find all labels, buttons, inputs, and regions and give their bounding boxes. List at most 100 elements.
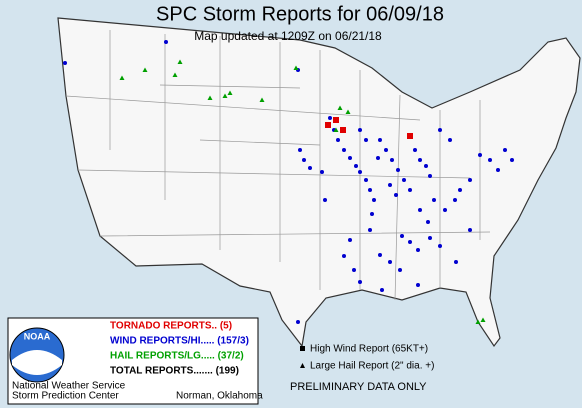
wind-report bbox=[496, 168, 500, 172]
hail-report bbox=[480, 317, 486, 322]
wind-report bbox=[426, 220, 430, 224]
footer-line: National Weather Service bbox=[12, 381, 126, 392]
tornado-report bbox=[325, 122, 331, 128]
hail-report bbox=[345, 109, 351, 114]
wind-report bbox=[308, 166, 312, 170]
wind-report bbox=[328, 116, 332, 120]
hail-report bbox=[172, 72, 178, 77]
hail-report bbox=[259, 97, 265, 102]
wind-report bbox=[390, 158, 394, 162]
wind-report bbox=[428, 174, 432, 178]
wind-report bbox=[408, 240, 412, 244]
wind-report bbox=[378, 253, 382, 257]
hail-report bbox=[337, 105, 343, 110]
wind-report bbox=[358, 280, 362, 284]
wind-report bbox=[352, 268, 356, 272]
title: SPC Storm Reports for 06/09/18 bbox=[156, 3, 444, 25]
wind-report bbox=[396, 168, 400, 172]
key-label: Large Hail Report (2" dia. +) bbox=[310, 361, 434, 372]
key-triangle bbox=[300, 363, 305, 368]
legend-item: TORNADO REPORTS.. (5) bbox=[110, 321, 232, 332]
key-square bbox=[300, 346, 305, 351]
legend: TORNADO REPORTS.. (5) WIND REPORTS/HI....… bbox=[110, 321, 249, 362]
wind-report bbox=[348, 238, 352, 242]
wind-report bbox=[368, 228, 372, 232]
hail-report bbox=[142, 67, 148, 72]
hail-report bbox=[475, 319, 481, 324]
wind-report bbox=[432, 198, 436, 202]
footer-line: Norman, Oklahoma bbox=[176, 391, 263, 402]
wind-report bbox=[358, 170, 362, 174]
tornado-report bbox=[333, 117, 339, 123]
wind-report bbox=[448, 138, 452, 142]
wind-report bbox=[478, 153, 482, 157]
wind-report bbox=[348, 156, 352, 160]
wind-report bbox=[368, 188, 372, 192]
footer-line: Storm Prediction Center bbox=[12, 391, 119, 402]
hail-report bbox=[293, 65, 299, 70]
wind-report bbox=[298, 148, 302, 152]
key-label: High Wind Report (65KT+) bbox=[310, 344, 428, 355]
wind-report bbox=[402, 178, 406, 182]
tornado-report bbox=[340, 127, 346, 133]
wind-report bbox=[398, 268, 402, 272]
wind-report bbox=[428, 236, 432, 240]
wind-report bbox=[372, 198, 376, 202]
logo-text: NOAA bbox=[24, 331, 51, 341]
wind-report bbox=[342, 148, 346, 152]
wind-report bbox=[468, 228, 472, 232]
wind-report bbox=[320, 170, 324, 174]
wind-report bbox=[458, 188, 462, 192]
reports bbox=[63, 40, 514, 324]
wind-report bbox=[323, 198, 327, 202]
wind-report bbox=[438, 244, 442, 248]
hail-report bbox=[222, 93, 228, 98]
wind-report bbox=[302, 158, 306, 162]
wind-report bbox=[418, 158, 422, 162]
wind-report bbox=[438, 128, 442, 132]
wind-report bbox=[416, 248, 420, 252]
wind-report bbox=[336, 138, 340, 142]
wind-report bbox=[510, 158, 514, 162]
wind-report bbox=[388, 183, 392, 187]
wind-report bbox=[418, 208, 422, 212]
wind-report bbox=[376, 156, 380, 160]
wind-report bbox=[408, 188, 412, 192]
tornado-report bbox=[407, 133, 413, 139]
total: TOTAL REPORTS....... (199) bbox=[110, 366, 239, 377]
wind-report bbox=[378, 138, 382, 142]
wind-report bbox=[296, 320, 300, 324]
us-outline bbox=[57, 17, 581, 348]
wind-report bbox=[380, 288, 384, 292]
wind-report bbox=[443, 208, 447, 212]
wind-report bbox=[370, 212, 374, 216]
wind-report bbox=[364, 138, 368, 142]
subtitle: Map updated at 1209Z on 06/21/18 bbox=[194, 29, 382, 43]
wind-report bbox=[413, 148, 417, 152]
wind-report bbox=[424, 164, 428, 168]
state-lines bbox=[65, 30, 491, 301]
wind-report bbox=[488, 158, 492, 162]
wind-report bbox=[454, 260, 458, 264]
hail-report bbox=[177, 59, 183, 64]
wind-report bbox=[164, 40, 168, 44]
wind-report bbox=[416, 283, 420, 287]
hail-report bbox=[119, 75, 125, 80]
wind-report bbox=[342, 254, 346, 258]
wind-report bbox=[354, 164, 358, 168]
wind-report bbox=[394, 193, 398, 197]
wind-report bbox=[400, 234, 404, 238]
noaa-wave bbox=[12, 350, 62, 375]
wind-report bbox=[358, 128, 362, 132]
hail-report bbox=[207, 95, 213, 100]
wind-report bbox=[503, 148, 507, 152]
notice: PRELIMINARY DATA ONLY bbox=[290, 381, 427, 393]
wind-report bbox=[384, 148, 388, 152]
wind-report bbox=[63, 61, 67, 65]
legend-item: HAIL REPORTS/LG..... (37/2) bbox=[110, 351, 244, 362]
hail-report bbox=[333, 127, 339, 132]
legend-item: WIND REPORTS/HI..... (157/3) bbox=[110, 336, 249, 347]
wind-report bbox=[364, 178, 368, 182]
hail-report bbox=[227, 90, 233, 95]
